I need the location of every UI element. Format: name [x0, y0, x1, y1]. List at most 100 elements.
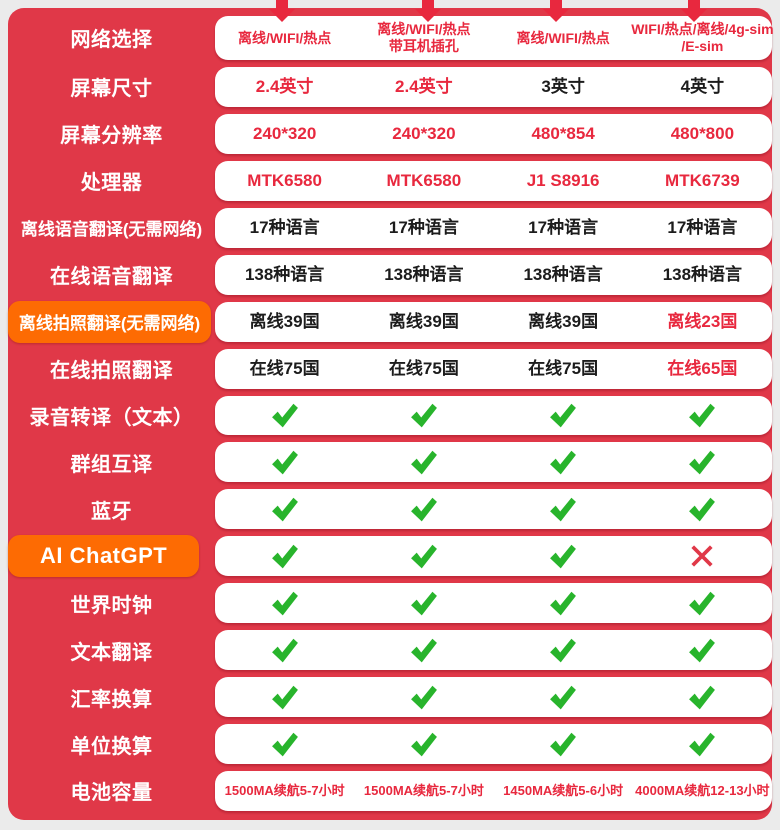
- value-text: 离线39国: [249, 311, 320, 331]
- value-text: 离线39国: [528, 311, 599, 331]
- row-label-text: 屏幕尺寸: [70, 78, 153, 101]
- row-label: 在线语音翻译: [8, 255, 215, 295]
- value-cell: [494, 536, 633, 576]
- row-values: [215, 583, 772, 624]
- table-row: 群组互译: [8, 442, 772, 483]
- check-icon: [550, 450, 577, 475]
- row-values: [215, 677, 772, 718]
- table-row: 在线语音翻译 138种语言 138种语言 138种语言 138种语言: [8, 254, 772, 295]
- value-cell: [215, 630, 354, 670]
- check-icon: [689, 450, 716, 475]
- row-values: 1500MA续航5-7小时 1500MA续航5-7小时 1450MA续航5-6小时 4…: [215, 771, 772, 811]
- row-label-text: 单位换算: [70, 735, 153, 758]
- value-cell: 在线75国: [494, 349, 633, 389]
- row-label: 在线拍照翻译: [8, 349, 215, 389]
- check-icon: [410, 732, 437, 756]
- row-label: 群组互译: [8, 442, 215, 482]
- check-icon: [271, 544, 298, 569]
- table-row: 文本翻译: [8, 630, 772, 671]
- row-label: 文本翻译: [8, 630, 215, 670]
- value-text: 离线23国: [667, 311, 738, 331]
- row-label: 离线语音翻译(无需网络): [8, 208, 215, 248]
- value-text: 3英寸: [541, 76, 585, 96]
- row-values: [215, 395, 772, 436]
- row-label: 屏幕分辨率: [8, 114, 215, 154]
- value-cell: [215, 677, 354, 717]
- row-label-text: AI ChatGPT: [40, 543, 168, 569]
- value-cell: 17种语言: [633, 208, 772, 248]
- check-icon: [550, 638, 577, 662]
- value-cell: 离线39国: [354, 302, 493, 342]
- value-text: MTK6739: [665, 170, 740, 190]
- row-label-text: 蓝牙: [91, 500, 132, 523]
- value-cell: 138种语言: [354, 255, 493, 295]
- value-text: MTK6580: [386, 170, 462, 190]
- value-text: 1450MA续航5-6小时: [503, 783, 624, 799]
- row-label: 离线拍照翻译(无需网络): [8, 300, 215, 343]
- value-cell: 在线65国: [633, 349, 772, 389]
- table-row: 离线拍照翻译(无需网络) 离线39国 离线39国 离线39国 离线23国: [8, 300, 772, 343]
- row-label: 汇率换算: [8, 677, 215, 717]
- table-row: 录音转译（文本）: [8, 395, 772, 436]
- value-text: 2.4英寸: [395, 76, 453, 96]
- row-label-text: 群组互译: [70, 453, 153, 476]
- table-row: 汇率换算: [8, 677, 772, 718]
- row-label: 单位换算: [8, 724, 215, 764]
- value-text: MTK6580: [247, 170, 322, 190]
- value-cell: [215, 396, 354, 436]
- value-text: 138种语言: [244, 264, 325, 284]
- table-row: 网络选择 离线/WIFI/热点 离线/WIFI/热点 带耳机插孔 离线/WIFI/热点…: [8, 16, 774, 60]
- row-values: [215, 489, 772, 530]
- value-cell: [354, 396, 493, 436]
- value-cell: [215, 583, 354, 623]
- value-cell: 480*800: [633, 114, 772, 154]
- value-text: 17种语言: [388, 217, 459, 237]
- value-text: 离线39国: [388, 311, 459, 331]
- value-cell: J1 S8916: [494, 161, 633, 201]
- check-icon: [271, 638, 298, 662]
- row-label: 录音转译（文本）: [8, 396, 215, 436]
- value-cell: [633, 536, 772, 576]
- value-cell: [354, 630, 493, 670]
- row-label: 网络选择: [8, 16, 215, 60]
- row-label-text: 网络选择: [70, 29, 153, 52]
- check-icon: [550, 685, 577, 709]
- value-text: WIFI/热点/离线/4g-sim /E-sim: [631, 21, 774, 54]
- value-text: J1 S8916: [526, 170, 600, 190]
- row-values: 离线39国 离线39国 离线39国 离线23国: [215, 301, 772, 342]
- value-cell: MTK6580: [354, 161, 493, 201]
- row-values: [215, 442, 772, 483]
- value-cell: 138种语言: [215, 255, 354, 295]
- row-label-text: 在线拍照翻译: [50, 360, 173, 383]
- value-cell: 在线75国: [215, 349, 354, 389]
- value-cell: 离线/WIFI/热点: [494, 16, 633, 60]
- value-cell: 离线23国: [633, 302, 772, 342]
- value-cell: [633, 630, 772, 670]
- value-cell: [494, 442, 633, 482]
- row-values: 在线75国 在线75国 在线75国 在线65国: [215, 348, 772, 389]
- value-cell: 4000MA续航12-13小时: [633, 771, 772, 811]
- highlight-pill: AI ChatGPT: [8, 535, 200, 578]
- value-cell: 2.4英寸: [354, 67, 493, 107]
- table-row: 离线语音翻译(无需网络) 17种语言 17种语言 17种语言 17种语言: [8, 207, 772, 248]
- value-cell: 离线/WIFI/热点 带耳机插孔: [354, 16, 493, 60]
- row-label: 电池容量: [8, 771, 215, 811]
- value-text: 138种语言: [384, 264, 464, 284]
- value-text: 4英寸: [680, 76, 725, 96]
- row-values: 2.4英寸 2.4英寸 3英寸 4英寸: [215, 66, 772, 107]
- row-values: [215, 536, 772, 577]
- check-icon: [550, 497, 577, 522]
- row-values: [215, 630, 772, 671]
- table-row: 世界时钟: [8, 583, 772, 624]
- row-values: 240*320 240*320 480*854 480*800: [215, 113, 772, 154]
- check-icon: [689, 732, 716, 756]
- value-cell: 1500MA续航5-7小时: [215, 771, 354, 811]
- value-text: 在线75国: [528, 358, 599, 378]
- value-cell: [494, 724, 633, 764]
- value-cell: [494, 677, 633, 717]
- check-icon: [410, 685, 437, 709]
- row-label-text: 汇率换算: [70, 688, 153, 711]
- check-icon: [689, 497, 716, 522]
- value-cell: [633, 396, 772, 436]
- check-icon: [689, 638, 716, 662]
